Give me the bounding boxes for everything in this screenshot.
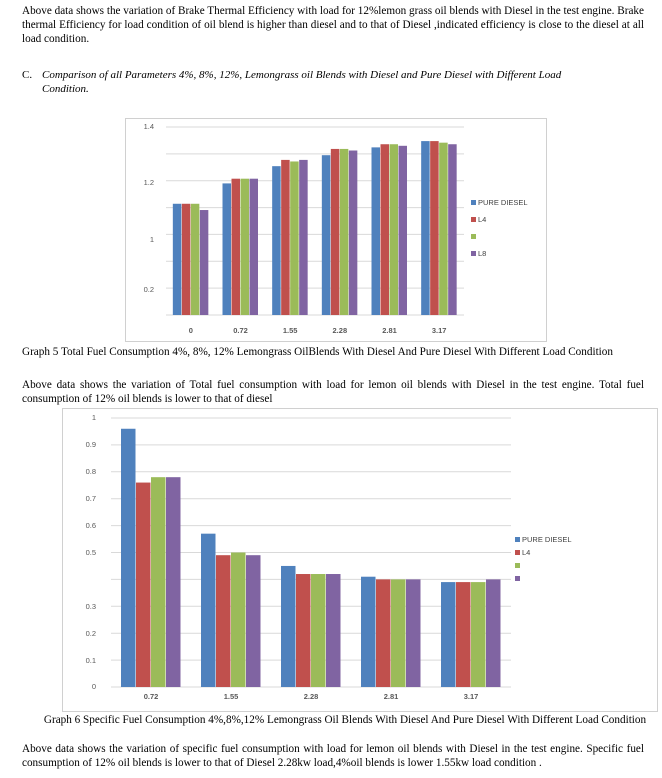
bar — [441, 582, 456, 687]
bar — [201, 533, 216, 687]
x-tick-label: 0.72 — [233, 326, 248, 335]
x-tick-label: 0 — [189, 326, 193, 335]
bar — [299, 159, 308, 315]
bar — [330, 148, 340, 315]
bar — [371, 147, 380, 315]
bar — [456, 582, 471, 687]
x-tick-label: 2.81 — [384, 692, 399, 701]
bar — [398, 145, 407, 315]
y-tick-label: 0 — [92, 682, 96, 691]
bar — [471, 582, 486, 687]
bar — [121, 428, 136, 687]
bar — [486, 579, 501, 687]
bar — [136, 482, 151, 687]
bar — [249, 178, 258, 315]
bar — [190, 203, 200, 315]
bar — [240, 178, 249, 315]
bar — [321, 155, 331, 315]
y-tick-label: 0.1 — [86, 656, 96, 665]
bar — [339, 148, 349, 315]
bar — [199, 210, 209, 315]
bar — [430, 141, 439, 315]
y-tick-label: 0.2 — [144, 285, 154, 294]
bar — [421, 141, 430, 315]
x-tick-label: 2.28 — [304, 692, 319, 701]
y-tick-label: 1.4 — [144, 122, 154, 131]
legend-swatch — [471, 251, 476, 256]
paragraph-3: Above data shows the variation of specif… — [22, 743, 644, 769]
y-tick-label: 0.3 — [86, 602, 96, 611]
bar — [376, 579, 391, 687]
bar — [222, 183, 231, 315]
bar — [290, 161, 299, 315]
graph-5-caption: Graph 5 Total Fuel Consumption 4%, 8%, 1… — [22, 346, 613, 358]
legend-swatch — [471, 234, 476, 239]
y-tick-label: 1.2 — [144, 178, 154, 187]
y-tick-label: 0.6 — [86, 521, 96, 530]
bar — [311, 574, 326, 687]
section-title-line1: Comparison of all Parameters 4%, 8%, 12%… — [42, 69, 562, 81]
legend-label: L4 — [478, 215, 486, 224]
y-tick-label: 0.8 — [86, 467, 96, 476]
legend-swatch — [515, 563, 520, 568]
y-tick-label: 0.5 — [86, 548, 96, 557]
y-tick-label: 0.9 — [86, 440, 96, 449]
bar — [391, 579, 406, 687]
bar — [361, 576, 376, 687]
bar — [151, 477, 166, 687]
legend-label: PURE DIESEL — [522, 535, 572, 544]
bar — [406, 579, 421, 687]
legend-label: L8 — [478, 249, 486, 258]
legend-swatch — [515, 550, 520, 555]
bar — [439, 142, 448, 315]
x-tick-label: 2.28 — [333, 326, 348, 335]
x-tick-label: 2.81 — [382, 326, 397, 335]
bar — [166, 477, 181, 687]
bar — [216, 555, 231, 687]
legend-swatch — [471, 200, 476, 205]
bar — [326, 574, 341, 687]
x-tick-label: 1.55 — [224, 692, 239, 701]
graph-6-caption: Graph 6 Specific Fuel Consumption 4%,8%,… — [43, 714, 647, 726]
x-tick-label: 3.17 — [464, 692, 479, 701]
legend-swatch — [515, 576, 520, 581]
y-tick-label: 1 — [150, 235, 154, 244]
chart-graph-5: 0.2 1 1.2 1.4 0 0.72 1.55 2.28 2.81 3.17 PURE DIES… — [125, 118, 547, 342]
paragraph-2: Above data shows the variation of Total … — [22, 379, 644, 405]
bar — [181, 203, 191, 315]
bar — [246, 555, 261, 687]
bar — [272, 166, 281, 315]
bar — [348, 150, 358, 315]
bar — [448, 144, 457, 315]
legend-label: L4 — [522, 548, 530, 557]
legend-swatch — [471, 217, 476, 222]
bar — [389, 144, 398, 315]
bar — [172, 203, 182, 315]
paragraph-1: Above data shows the variation of Brake … — [22, 5, 644, 45]
x-tick-label: 3.17 — [432, 326, 447, 335]
y-tick-label: 1 — [92, 413, 96, 422]
x-tick-label: 1.55 — [283, 326, 298, 335]
legend-label: PURE DIESEL — [478, 198, 528, 207]
legend-swatch — [515, 537, 520, 542]
bar — [296, 574, 311, 687]
bar — [231, 552, 246, 687]
chart-graph-6: 0.72 1.55 2.28 2.81 3.17 PURE DIESEL L4 — [62, 408, 658, 712]
bar — [231, 178, 240, 315]
y-tick-label: 0.2 — [86, 629, 96, 638]
y-tick-label: 0.7 — [86, 494, 96, 503]
bar — [281, 565, 296, 687]
x-tick-label: 0.72 — [144, 692, 159, 701]
bar — [281, 159, 290, 315]
section-heading: C. Comparison of all Parameters 4%, 8%, 1… — [22, 68, 644, 96]
bar — [380, 144, 389, 315]
section-number: C. — [22, 69, 33, 81]
chart-graph-6-outer-axis: 0 0.1 0.2 0.3 0.5 0.6 0.7 0.8 0.9 1 — [86, 413, 96, 691]
section-title-line2: Condition. — [42, 83, 89, 95]
